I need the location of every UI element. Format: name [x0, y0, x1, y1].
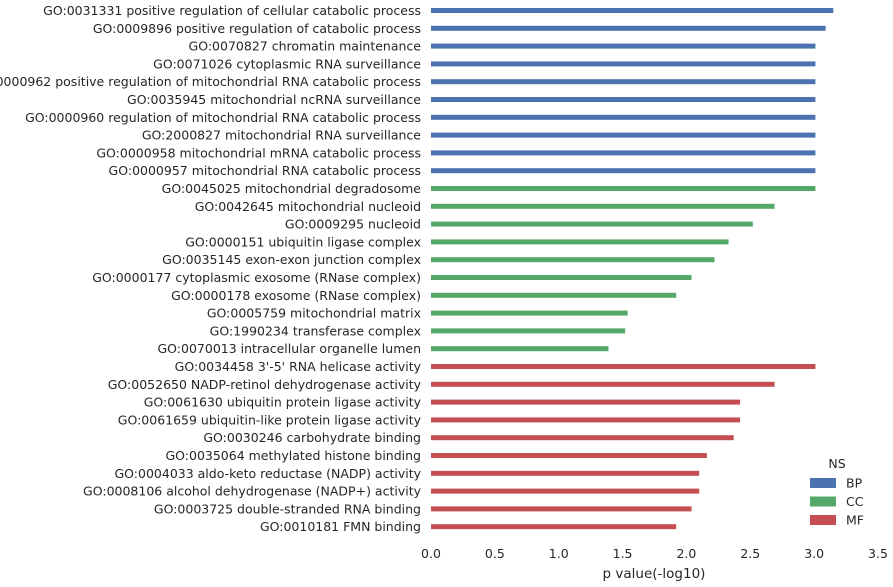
x-tick-label: 2.0 [676, 546, 696, 561]
bar-mf [431, 435, 734, 441]
bar-mf [431, 381, 775, 387]
category-label: GO:0034458 3'-5' RNA helicase activity [175, 359, 422, 374]
bar-cc [431, 257, 715, 263]
bar-bp [431, 97, 816, 102]
category-label: GO:0005759 mitochondrial matrix [207, 306, 421, 321]
bar-bp [431, 8, 834, 13]
category-label: GO:0042645 mitochondrial nucleoid [195, 199, 421, 214]
category-label: GO:0052650 NADP-retinol dehydrogenase ac… [108, 377, 422, 392]
category-label: GO:0009295 nucleoid [285, 217, 421, 232]
category-label: GO:0071026 cytoplasmic RNA surveillance [153, 56, 421, 71]
bar-bp [431, 25, 826, 31]
category-label: GO:0000957 mitochondrial RNA catabolic p… [109, 163, 421, 178]
category-label: GO:0000151 ubiquitin ligase complex [185, 234, 421, 249]
bar-bp [431, 114, 816, 120]
bar-cc [431, 239, 729, 245]
legend: NS BP CC MF [810, 456, 864, 528]
category-label: GO:0008106 alcohol dehydrogenase (NADP+)… [83, 484, 422, 499]
bar-bp [431, 61, 816, 67]
bar-mf [431, 470, 700, 476]
category-label: GO:0061630 ubiquitin protein ligase acti… [144, 395, 422, 410]
bar-cc [431, 292, 677, 298]
legend-label-cc: CC [846, 494, 864, 509]
x-tick-label: 2.5 [740, 546, 760, 561]
category-label: GO:0003725 double-stranded RNA binding [154, 501, 421, 516]
category-label: GO:0000178 exosome (RNase complex) [171, 288, 421, 303]
legend-swatch-mf [810, 515, 836, 525]
category-label: GO:0000962 positive regulation of mitoch… [0, 74, 421, 89]
bar-mf [431, 399, 741, 405]
bars [431, 8, 834, 530]
category-label: GO:0045025 mitochondrial degradosome [162, 181, 422, 196]
legend-swatch-cc [810, 496, 836, 507]
bar-mf [431, 524, 677, 530]
x-tick-label: 3.0 [804, 546, 824, 561]
bar-mf [431, 364, 816, 369]
category-label: GO:0010181 FMN binding [260, 519, 421, 534]
legend-title: NS [828, 456, 845, 471]
category-label: GO:1990234 transferase complex [210, 323, 421, 338]
bar-mf [431, 506, 692, 512]
x-tick-label: 3.5 [868, 546, 888, 561]
bar-bp [431, 168, 816, 174]
bar-cc [431, 186, 816, 191]
category-labels: GO:0031331 positive regulation of cellul… [0, 3, 422, 534]
category-label: GO:0035945 mitochondrial ncRNA surveilla… [127, 92, 421, 107]
x-tick-label: 0.0 [421, 546, 441, 561]
category-label: GO:0070827 chromatin maintenance [189, 39, 422, 54]
category-label: GO:0004033 aldo-keto reductase (NADP) ac… [114, 466, 421, 481]
bar-cc [431, 346, 609, 352]
category-label: GO:2000827 mitochondrial RNA surveillanc… [142, 128, 421, 143]
x-axis-ticks: 0.0 0.5 1.0 1.5 2.0 2.5 3.0 3.5 [421, 546, 888, 561]
category-label: GO:0009896 positive regulation of catabo… [93, 21, 421, 36]
bar-cc [431, 310, 628, 316]
category-label: GO:0000177 cytoplasmic exosome (RNase co… [92, 270, 421, 285]
bar-mf [431, 417, 741, 423]
legend-label-bp: BP [846, 476, 863, 491]
bar-bp [431, 79, 816, 85]
category-label: GO:0000958 mitochondrial mRNA catabolic … [96, 145, 421, 160]
category-label: GO:0035145 exon-exon junction complex [162, 252, 421, 267]
x-axis-title: p value(-log10) [603, 566, 706, 582]
bar-mf [431, 453, 707, 458]
bar-bp [431, 132, 816, 138]
bar-cc [431, 275, 692, 280]
category-label: GO:0030246 carbohydrate binding [203, 430, 421, 445]
bar-cc [431, 221, 753, 227]
category-label: GO:0061659 ubiquitin-like protein ligase… [118, 412, 422, 427]
bar-cc [431, 328, 626, 334]
bar-mf [431, 488, 700, 494]
category-label: GO:0070013 intracellular organelle lumen [157, 341, 421, 356]
bar-bp [431, 150, 816, 156]
x-tick-label: 1.5 [613, 546, 633, 561]
bar-bp [431, 43, 816, 49]
legend-label-mf: MF [846, 513, 864, 528]
x-tick-label: 1.0 [549, 546, 569, 561]
category-label: GO:0035064 methylated histone binding [165, 448, 421, 463]
category-label: GO:0000960 regulation of mitochondrial R… [25, 110, 421, 125]
legend-swatch-bp [810, 478, 836, 488]
x-tick-label: 0.5 [485, 546, 505, 561]
bar-cc [431, 203, 775, 209]
category-label: GO:0031331 positive regulation of cellul… [43, 3, 421, 18]
